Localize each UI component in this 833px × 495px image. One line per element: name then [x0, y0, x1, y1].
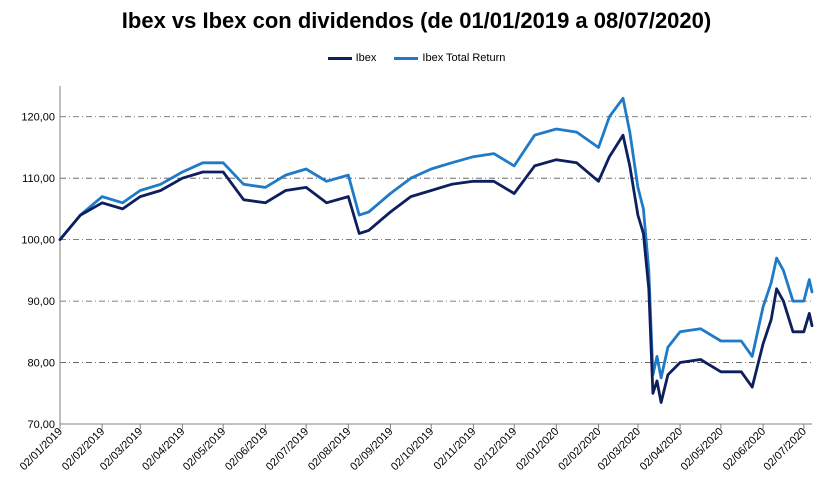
- legend-item-ibex-total-return: Ibex Total Return: [394, 52, 505, 64]
- x-tick-label: 02/09/2019: [348, 426, 395, 473]
- x-tick-label: 02/04/2019: [140, 426, 187, 473]
- y-tick-label: 70,00: [27, 419, 55, 431]
- x-tick-label: 02/06/2019: [223, 426, 270, 473]
- legend-label-ibex-total-return: Ibex Total Return: [422, 52, 506, 64]
- series-line-ibex: [58, 133, 814, 404]
- y-tick-label: 110,00: [22, 173, 55, 185]
- legend-item-ibex: Ibex: [327, 52, 377, 64]
- x-tick-label: 02/01/2019: [18, 426, 65, 473]
- x-tick-label: 02/05/2020: [679, 426, 726, 473]
- x-tick-label: 02/05/2019: [181, 426, 228, 473]
- x-tick-label: 02/06/2020: [721, 426, 768, 473]
- x-tick-label: 02/12/2019: [472, 426, 519, 473]
- x-tick-label: 02/07/2020: [762, 426, 809, 473]
- x-tick-label: 02/08/2019: [306, 426, 353, 473]
- x-tick-label: 02/03/2020: [596, 426, 643, 473]
- x-tick-label: 02/01/2020: [514, 426, 561, 473]
- series-line-ibex-total-return: [58, 96, 814, 380]
- x-tick-label: 02/10/2019: [389, 426, 436, 473]
- x-tick-label: 02/04/2020: [638, 426, 685, 473]
- legend-swatch-ibex-total-return: [394, 56, 419, 60]
- x-tick-label: 02/07/2019: [264, 426, 311, 473]
- chart-title: Ibex vs Ibex con dividendos (de 01/01/20…: [121, 8, 712, 33]
- legend: Ibex Ibex Total Return: [0, 52, 833, 64]
- legend-label-ibex: Ibex: [355, 52, 377, 64]
- y-tick-label: 90,00: [27, 296, 55, 308]
- y-tick-label: 120,00: [21, 112, 55, 124]
- y-tick-label: 100,00: [21, 235, 55, 247]
- legend-swatch-ibex: [327, 56, 352, 60]
- y-tick-label: 80,00: [27, 358, 55, 370]
